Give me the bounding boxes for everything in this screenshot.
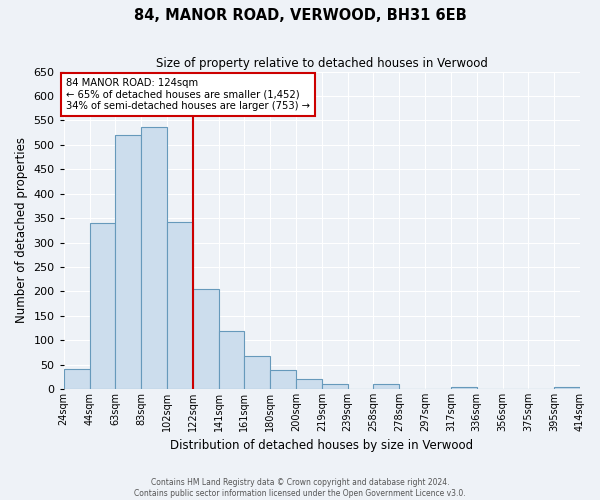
Bar: [373, 384, 399, 389]
Bar: [244, 356, 270, 389]
Bar: [167, 222, 193, 389]
Bar: [296, 379, 322, 389]
Bar: [89, 223, 115, 389]
Text: 84, MANOR ROAD, VERWOOD, BH31 6EB: 84, MANOR ROAD, VERWOOD, BH31 6EB: [134, 8, 466, 22]
Bar: [193, 290, 218, 389]
Title: Size of property relative to detached houses in Verwood: Size of property relative to detached ho…: [156, 58, 488, 70]
Bar: [554, 387, 580, 389]
Text: Contains HM Land Registry data © Crown copyright and database right 2024.
Contai: Contains HM Land Registry data © Crown c…: [134, 478, 466, 498]
Y-axis label: Number of detached properties: Number of detached properties: [15, 138, 28, 324]
X-axis label: Distribution of detached houses by size in Verwood: Distribution of detached houses by size …: [170, 440, 473, 452]
Bar: [322, 384, 347, 389]
Bar: [270, 370, 296, 389]
Bar: [141, 127, 167, 389]
Bar: [64, 368, 89, 389]
Bar: [218, 331, 244, 389]
Bar: [115, 135, 141, 389]
Bar: [451, 387, 477, 389]
Text: 84 MANOR ROAD: 124sqm
← 65% of detached houses are smaller (1,452)
34% of semi-d: 84 MANOR ROAD: 124sqm ← 65% of detached …: [66, 78, 310, 111]
